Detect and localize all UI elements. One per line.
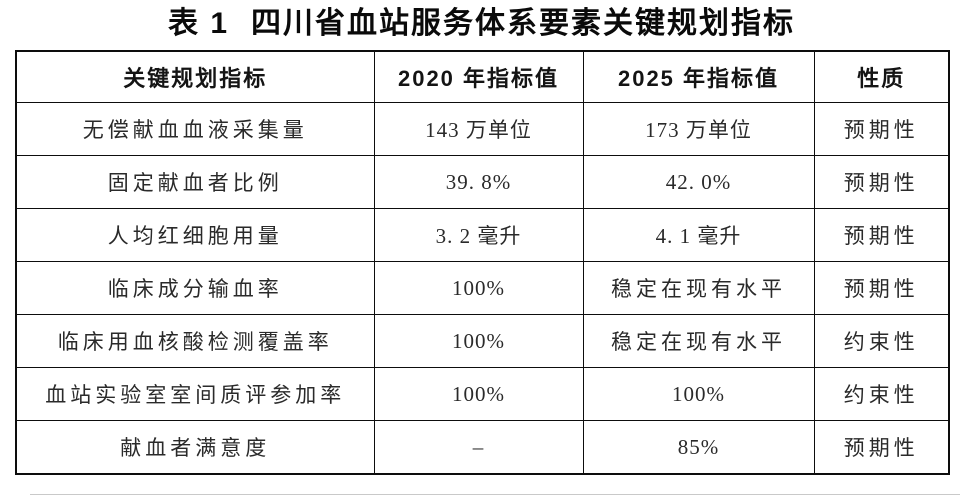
cell-indicator: 人均红细胞用量 [15, 208, 375, 262]
table-header-row: 关键规划指标 2020 年指标值 2025 年指标值 性质 [15, 50, 950, 103]
cell-2020-value: 100% [373, 367, 584, 421]
cell-indicator: 固定献血者比例 [15, 155, 375, 209]
table-body: 无偿献血血液采集量 143 万单位 173 万单位 预期性 固定献血者比例 39… [15, 102, 950, 475]
cell-nature: 预期性 [813, 261, 950, 315]
planning-indicators-table: 关键规划指标 2020 年指标值 2025 年指标值 性质 无偿献血血液采集量 … [15, 50, 950, 475]
cell-2020-value: – [373, 420, 584, 475]
table-row: 固定献血者比例 39. 8% 42. 0% 预期性 [15, 155, 950, 209]
table-caption-number: 表 1 [167, 7, 230, 40]
cell-nature: 约束性 [813, 367, 950, 421]
header-row: 关键规划指标 2020 年指标值 2025 年指标值 性质 [15, 50, 950, 103]
cell-2025-value: 173 万单位 [582, 102, 815, 156]
cell-2025-value: 稳定在现有水平 [582, 261, 815, 315]
cell-nature: 预期性 [813, 155, 950, 209]
header-cell-2020: 2020 年指标值 [373, 50, 584, 103]
cell-nature: 预期性 [813, 420, 950, 475]
cell-indicator: 无偿献血血液采集量 [15, 102, 375, 156]
cell-2025-value: 42. 0% [582, 155, 815, 209]
header-cell-2025: 2025 年指标值 [582, 50, 815, 103]
header-cell-indicator: 关键规划指标 [15, 50, 375, 103]
table-row: 人均红细胞用量 3. 2 毫升 4. 1 毫升 预期性 [15, 208, 950, 262]
cell-nature: 约束性 [813, 314, 950, 368]
cell-2020-value: 39. 8% [373, 155, 584, 209]
cell-2020-value: 100% [373, 314, 584, 368]
cell-indicator: 临床用血核酸检测覆盖率 [15, 314, 375, 368]
cell-2020-value: 143 万单位 [373, 102, 584, 156]
table-caption-text: 四川省血站服务体系要素关键规划指标 [251, 7, 796, 40]
cell-2025-value: 稳定在现有水平 [582, 314, 815, 368]
cell-2025-value: 85% [582, 420, 815, 475]
header-cell-nature: 性质 [813, 50, 950, 103]
table-row: 临床成分输血率 100% 稳定在现有水平 预期性 [15, 261, 950, 315]
table-row: 无偿献血血液采集量 143 万单位 173 万单位 预期性 [15, 102, 950, 156]
scan-artifact-line [30, 494, 960, 495]
cell-nature: 预期性 [813, 102, 950, 156]
table-caption: 表 1 四川省血站服务体系要素关键规划指标 [0, 5, 963, 43]
cell-2025-value: 100% [582, 367, 815, 421]
cell-indicator: 临床成分输血率 [15, 261, 375, 315]
table-row: 献血者满意度 – 85% 预期性 [15, 420, 950, 475]
cell-2020-value: 3. 2 毫升 [373, 208, 584, 262]
table-row: 临床用血核酸检测覆盖率 100% 稳定在现有水平 约束性 [15, 314, 950, 368]
table-row: 血站实验室室间质评参加率 100% 100% 约束性 [15, 367, 950, 421]
cell-2025-value: 4. 1 毫升 [582, 208, 815, 262]
cell-nature: 预期性 [813, 208, 950, 262]
cell-2020-value: 100% [373, 261, 584, 315]
cell-indicator: 献血者满意度 [15, 420, 375, 475]
cell-indicator: 血站实验室室间质评参加率 [15, 367, 375, 421]
